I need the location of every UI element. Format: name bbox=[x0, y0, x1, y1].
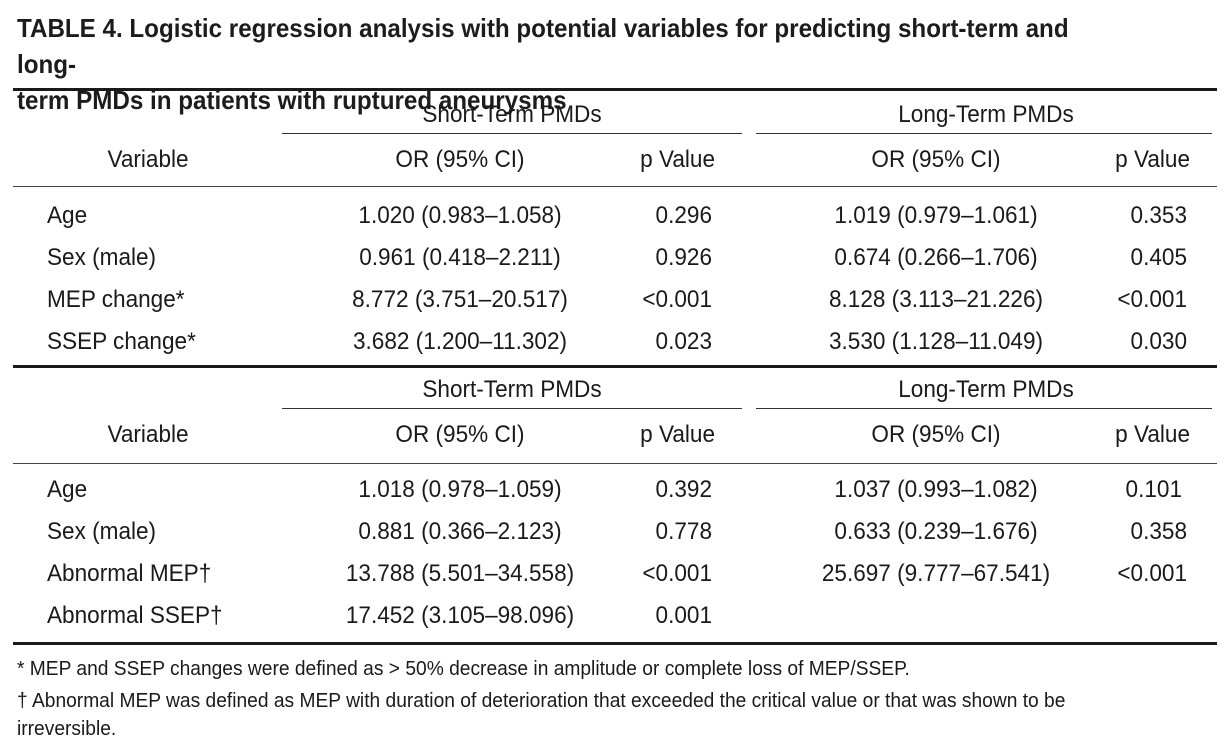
row-p-short: 0.778 bbox=[655, 518, 712, 545]
row-or-short: 8.772 (3.751–20.517) bbox=[352, 286, 568, 313]
col-header-or-short: OR (95% CI) bbox=[395, 146, 525, 173]
block-divider-rule bbox=[13, 365, 1217, 368]
group-rule-short-term bbox=[282, 133, 742, 134]
row-variable: Sex (male) bbox=[47, 244, 157, 271]
row-variable: Abnormal MEP† bbox=[47, 560, 212, 587]
group-rule-long-term bbox=[756, 408, 1212, 409]
row-or-short: 17.452 (3.105–98.096) bbox=[345, 602, 575, 629]
footnote-dagger: † Abnormal MEP was defined as MEP with d… bbox=[17, 690, 1066, 740]
row-p-long: <0.001 bbox=[1117, 286, 1187, 313]
top-rule bbox=[13, 88, 1217, 91]
group-rule-short-term bbox=[282, 408, 742, 409]
row-or-long: 1.019 (0.979–1.061) bbox=[834, 202, 1038, 229]
row-or-short: 0.881 (0.366–2.123) bbox=[358, 518, 562, 545]
row-or-short: 1.018 (0.978–1.059) bbox=[358, 476, 562, 503]
group-rule-long-term bbox=[756, 133, 1212, 134]
row-p-short: <0.001 bbox=[642, 286, 712, 313]
row-or-short: 3.682 (1.200–11.302) bbox=[352, 328, 568, 355]
row-p-short: 0.001 bbox=[655, 602, 712, 629]
col-header-or-long: OR (95% CI) bbox=[871, 146, 1001, 173]
col-header-p-short: p Value bbox=[640, 146, 715, 173]
row-variable: Abnormal SSEP† bbox=[47, 602, 223, 629]
table-title-line-1: TABLE 4. Logistic regression analysis wi… bbox=[17, 13, 1069, 79]
row-p-long: 0.101 bbox=[1125, 476, 1182, 503]
group-header-long-term: Long-Term PMDs bbox=[898, 101, 1074, 128]
row-variable: Age bbox=[47, 202, 88, 229]
row-or-long: 1.037 (0.993–1.082) bbox=[834, 476, 1038, 503]
row-p-short: 0.392 bbox=[655, 476, 712, 503]
col-header-p-long: p Value bbox=[1115, 146, 1190, 173]
col-header-or-short: OR (95% CI) bbox=[395, 421, 525, 448]
header-rule-1 bbox=[13, 186, 1217, 187]
bottom-rule bbox=[13, 642, 1217, 645]
row-p-long: 0.353 bbox=[1130, 202, 1187, 229]
row-variable: SSEP change* bbox=[47, 328, 196, 355]
row-p-long: 0.405 bbox=[1130, 244, 1187, 271]
row-or-long: 3.530 (1.128–11.049) bbox=[828, 328, 1044, 355]
row-p-short: <0.001 bbox=[642, 560, 712, 587]
row-or-long: 0.674 (0.266–1.706) bbox=[834, 244, 1038, 271]
row-or-short: 1.020 (0.983–1.058) bbox=[358, 202, 562, 229]
row-variable: MEP change* bbox=[47, 286, 185, 313]
row-p-long: <0.001 bbox=[1117, 560, 1187, 587]
col-header-or-long: OR (95% CI) bbox=[871, 421, 1001, 448]
row-or-short: 0.961 (0.418–2.211) bbox=[359, 244, 561, 271]
row-p-long: 0.358 bbox=[1130, 518, 1187, 545]
row-or-long: 8.128 (3.113–21.226) bbox=[828, 286, 1044, 313]
row-variable: Age bbox=[47, 476, 88, 503]
col-header-p-short: p Value bbox=[640, 421, 715, 448]
row-p-short: 0.296 bbox=[655, 202, 712, 229]
row-or-long: 0.633 (0.239–1.676) bbox=[834, 518, 1038, 545]
group-header-long-term: Long-Term PMDs bbox=[898, 376, 1074, 403]
row-p-short: 0.023 bbox=[655, 328, 712, 355]
col-header-variable: Variable bbox=[107, 421, 189, 448]
footnote-star: * MEP and SSEP changes were defined as >… bbox=[17, 658, 910, 680]
group-header-short-term: Short-Term PMDs bbox=[422, 101, 602, 128]
row-p-long: 0.030 bbox=[1130, 328, 1187, 355]
col-header-variable: Variable bbox=[107, 146, 189, 173]
group-header-short-term: Short-Term PMDs bbox=[422, 376, 602, 403]
header-rule-2 bbox=[13, 463, 1217, 464]
row-variable: Sex (male) bbox=[47, 518, 157, 545]
row-or-long: 25.697 (9.777–67.541) bbox=[821, 560, 1051, 587]
col-header-p-long: p Value bbox=[1115, 421, 1190, 448]
row-p-short: 0.926 bbox=[655, 244, 712, 271]
row-or-short: 13.788 (5.501–34.558) bbox=[345, 560, 575, 587]
